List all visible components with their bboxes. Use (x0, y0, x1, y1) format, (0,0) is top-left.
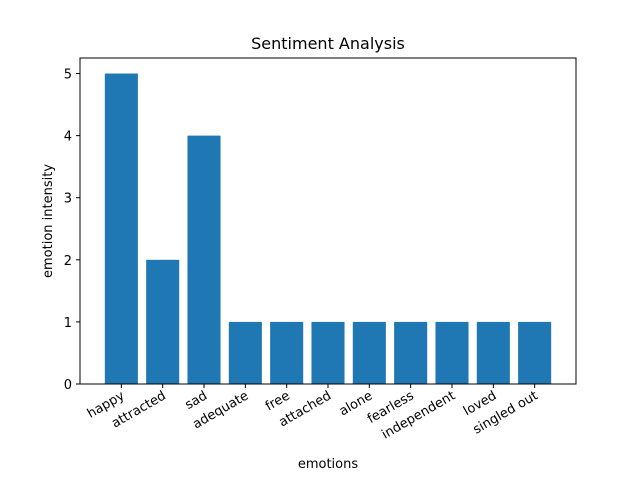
x-axis-label: emotions (298, 457, 359, 472)
y-axis-ticks: 0 1 2 3 4 5 (64, 68, 80, 393)
bar-sad (187, 135, 221, 384)
y-tick-label: 4 (64, 130, 72, 145)
bar-fearless (394, 321, 428, 384)
y-tick-label: 1 (64, 316, 72, 331)
bar-loved (476, 321, 510, 384)
y-tick-label: 3 (64, 192, 72, 207)
bar-attached (311, 321, 345, 384)
bar-happy (104, 73, 138, 385)
bar-adequate (228, 321, 262, 384)
y-tick-label: 0 (64, 378, 72, 393)
y-axis-label: emotion intensity (41, 164, 56, 278)
bar-alone (352, 321, 386, 384)
bar-free (270, 321, 304, 384)
chart-title: Sentiment Analysis (251, 34, 405, 53)
bar-singled-out (518, 321, 552, 384)
bar-independent (435, 321, 469, 384)
bars-group (104, 73, 552, 385)
y-tick-label: 2 (64, 254, 72, 269)
y-tick-label: 5 (64, 68, 72, 83)
bar-attracted (146, 259, 180, 384)
